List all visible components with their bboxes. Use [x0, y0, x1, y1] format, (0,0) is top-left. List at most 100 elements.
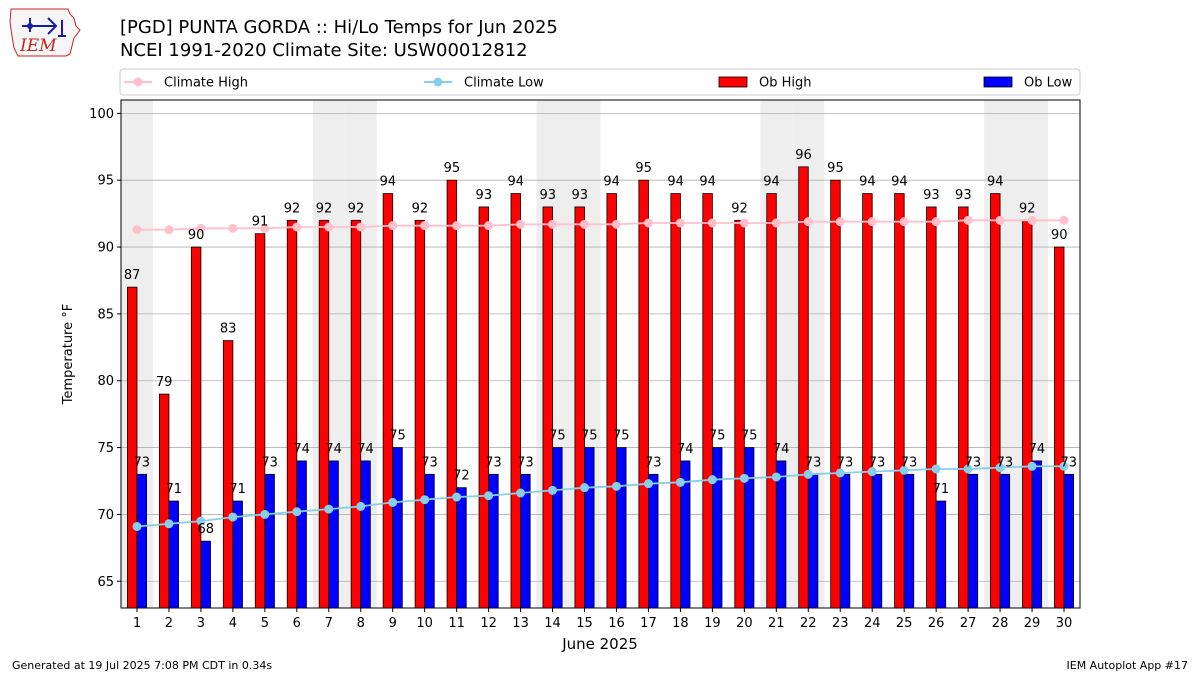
ob-low-bar [552, 447, 563, 609]
climate-low-point [1027, 461, 1037, 471]
ob-high-bar [542, 206, 553, 609]
ob-high-bar [638, 179, 649, 609]
ob-low-bar [296, 460, 307, 609]
ob-high-bar [190, 246, 202, 609]
x-tick-label: 12 [480, 616, 497, 631]
ob-high-label: 92 [412, 201, 429, 216]
y-tick-label: 80 [97, 374, 114, 389]
ob-low-bar [1063, 473, 1075, 609]
ob-low-label: 75 [389, 429, 406, 444]
climate-high-point [260, 223, 270, 233]
climate-low-point [516, 488, 526, 498]
x-tick-label: 10 [416, 616, 433, 631]
ob-low-bar [935, 500, 947, 609]
ob-high-label: 95 [635, 161, 652, 176]
ob-high-bar [670, 193, 681, 609]
climate-high-point [164, 225, 174, 235]
ob-high-legend-swatch [718, 76, 748, 88]
climate-high-point [1027, 215, 1037, 225]
climate-high-point [324, 222, 334, 232]
ob-high-bar [958, 206, 969, 609]
x-tick-label: 13 [512, 616, 529, 631]
ob-low-bar [648, 473, 659, 609]
ob-high-label: 94 [603, 175, 620, 190]
ob-high-label: 95 [827, 161, 844, 176]
climate-high-point [228, 223, 238, 233]
climate-high-point [1059, 215, 1069, 225]
ob-low-bar [392, 447, 403, 609]
climate-high-line [137, 219, 1064, 231]
ob-high-bar [254, 233, 266, 609]
climate-high-point [548, 219, 558, 229]
x-tick-label: 25 [896, 616, 913, 631]
climate-high-point [803, 217, 813, 227]
ob-high-label: 90 [1051, 228, 1068, 243]
climate-low-point [995, 463, 1005, 473]
chart-subtitle: NCEI 1991-2020 Climate Site: USW00012812 [120, 40, 528, 61]
x-tick-label: 17 [640, 616, 657, 631]
ob-low-label: 74 [1029, 442, 1046, 457]
climate-high-point [388, 221, 398, 231]
ob-high-bar [574, 206, 585, 609]
x-tick-label: 3 [197, 616, 205, 631]
x-tick-label: 15 [576, 616, 593, 631]
ob-high-bar [510, 193, 521, 609]
climate-high-point [931, 217, 941, 227]
climate-high-point [292, 222, 302, 232]
generated-timestamp: Generated at 19 Jul 2025 7:08 PM CDT in … [12, 659, 273, 672]
ob-low-legend-label: Ob Low [1024, 76, 1073, 91]
climate-low-point [420, 495, 430, 505]
ob-low-bar [136, 473, 147, 609]
ob-high-label: 87 [124, 268, 141, 283]
climate-low-point [324, 504, 334, 514]
climate-low-point [963, 464, 973, 474]
ob-low-bar [424, 473, 435, 609]
legend-box [119, 68, 1081, 96]
ob-high-label: 93 [571, 188, 588, 203]
ob-high-bar [894, 193, 905, 609]
climate-low-point [388, 497, 398, 507]
ob-low-label: 73 [837, 455, 854, 470]
plot-frame [120, 99, 1081, 609]
y-tick-label: 100 [89, 107, 114, 122]
ob-low-label: 75 [581, 429, 598, 444]
ob-low-label: 73 [997, 455, 1014, 470]
climate-high-point [771, 218, 781, 228]
x-tick-label: 29 [1024, 616, 1041, 631]
x-tick-label: 5 [261, 616, 269, 631]
climate-low-legend-marker [433, 77, 443, 87]
y-tick-label: 90 [97, 241, 114, 256]
ob-low-bar [584, 447, 595, 609]
ob-high-label: 90 [188, 228, 205, 243]
x-tick-label: 16 [608, 616, 625, 631]
climate-high-point [995, 215, 1005, 225]
climate-low-point [356, 501, 366, 511]
climate-high-point [484, 221, 494, 231]
ob-high-label: 94 [891, 175, 908, 190]
climate-low-point [675, 477, 685, 487]
ob-high-bar [798, 166, 809, 609]
climate-low-point [1059, 461, 1069, 471]
ob-low-bar [616, 447, 627, 609]
ob-low-bar [839, 473, 851, 609]
climate-low-point [707, 475, 717, 485]
climate-low-point [867, 467, 877, 477]
ob-low-bar [903, 473, 915, 609]
climate-low-line [136, 465, 1064, 528]
ob-high-bar [702, 193, 713, 609]
x-tick-label: 26 [928, 616, 945, 631]
ob-high-bar [990, 193, 1001, 609]
climate-low-point [580, 483, 590, 493]
ob-low-bar [264, 473, 275, 609]
ob-low-bar [328, 460, 339, 609]
ob-high-label: 94 [380, 175, 397, 190]
climate-low-point [292, 507, 302, 517]
climate-high-point [707, 218, 717, 228]
ob-high-label: 94 [859, 175, 876, 190]
ob-high-label: 93 [923, 188, 940, 203]
climate-low-point [611, 481, 621, 491]
ob-high-bar [926, 206, 937, 609]
ob-high-label: 93 [476, 188, 493, 203]
climate-high-point [643, 218, 653, 228]
ob-high-bar [382, 193, 394, 609]
